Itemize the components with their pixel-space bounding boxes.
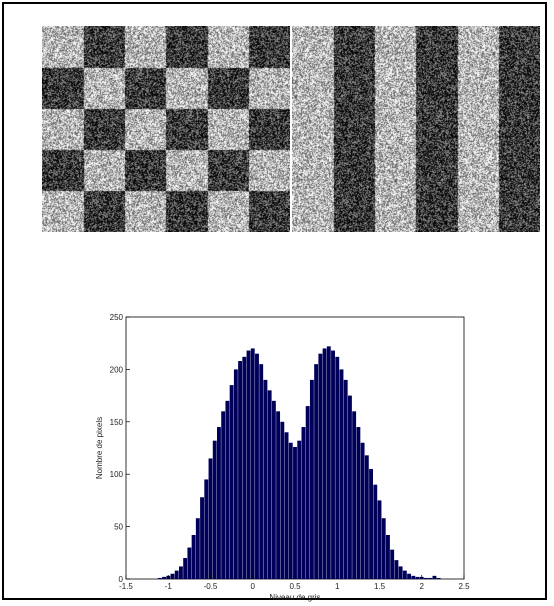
histogram-bar bbox=[309, 379, 314, 579]
histogram-bar bbox=[407, 573, 412, 579]
histogram-bar bbox=[331, 350, 335, 579]
x-tick-label: 0.5 bbox=[289, 582, 301, 591]
histogram-bar bbox=[402, 570, 407, 579]
histogram-bar bbox=[360, 442, 365, 579]
histogram-bar bbox=[314, 364, 319, 579]
histogram-bar bbox=[411, 575, 416, 579]
y-axis-ticks: 0 50 100 150 200 250 bbox=[110, 313, 130, 584]
histogram-bar bbox=[225, 400, 230, 579]
histogram-bar bbox=[157, 577, 162, 579]
histogram-chart: -1.5 -1 -0.5 0 0.5 1 1.5 2 2.5 0 50 100 150 200 250 N… bbox=[95, 313, 470, 602]
histogram-bar bbox=[318, 353, 323, 579]
x-axis-ticks: -1.5 -1 -0.5 0 0.5 1 1.5 2 2.5 bbox=[119, 575, 470, 591]
histogram-bar bbox=[271, 400, 276, 579]
x-tick-label: 2 bbox=[420, 582, 425, 591]
histogram-bar bbox=[297, 440, 302, 579]
histogram-bar bbox=[255, 353, 259, 579]
histogram-bar bbox=[424, 577, 428, 579]
histogram-bar bbox=[293, 446, 297, 579]
histogram-bar bbox=[386, 534, 390, 579]
histogram-bar bbox=[377, 500, 382, 579]
histogram-bar bbox=[217, 427, 221, 579]
histogram-bar bbox=[178, 566, 183, 579]
x-axis-label: Niveau de gris bbox=[269, 593, 320, 602]
histogram-bar bbox=[394, 560, 399, 579]
histogram-bar bbox=[398, 566, 403, 579]
histogram-bar bbox=[322, 348, 327, 579]
histogram-bar bbox=[343, 379, 348, 579]
histogram-bar bbox=[162, 576, 166, 579]
y-tick-label: 200 bbox=[110, 365, 124, 374]
histogram-bar bbox=[233, 369, 238, 579]
histogram-bar bbox=[221, 411, 226, 579]
histogram-bar bbox=[267, 390, 272, 579]
checkerboard-noise-image bbox=[42, 26, 290, 232]
figure-frame: -1.5 -1 -0.5 0 0.5 1 1.5 2 2.5 0 50 100 150 200 250 N… bbox=[2, 2, 547, 602]
histogram-bar bbox=[238, 361, 243, 579]
histogram-bar bbox=[369, 468, 373, 579]
x-tick-label: -0.5 bbox=[204, 582, 218, 591]
histogram-bar bbox=[200, 497, 204, 579]
histogram-bar bbox=[432, 575, 437, 579]
histogram-bar bbox=[242, 356, 247, 579]
histogram-bar bbox=[259, 364, 264, 579]
x-tick-label: -1.5 bbox=[119, 582, 133, 591]
x-tick-label: 2.5 bbox=[458, 582, 470, 591]
histogram-bar bbox=[305, 406, 310, 579]
x-tick-label: 0 bbox=[251, 582, 256, 591]
histogram-bar bbox=[263, 379, 268, 579]
histogram-bar bbox=[352, 411, 357, 579]
y-tick-label: 100 bbox=[110, 470, 124, 479]
histogram-bar bbox=[347, 395, 352, 579]
y-tick-label: 250 bbox=[110, 313, 124, 322]
histogram-bar bbox=[276, 411, 281, 579]
histogram-bar bbox=[174, 570, 179, 579]
histogram-bar bbox=[170, 573, 175, 579]
histogram-bar bbox=[301, 427, 306, 579]
histogram-bar bbox=[280, 421, 285, 579]
histogram-bar bbox=[212, 440, 217, 579]
histogram-bar bbox=[250, 348, 255, 579]
y-tick-label: 0 bbox=[119, 575, 124, 584]
histogram-bar bbox=[364, 455, 369, 579]
x-tick-label: 1.5 bbox=[374, 582, 386, 591]
histogram-bar bbox=[187, 547, 192, 579]
histogram-bar bbox=[208, 458, 213, 579]
histogram-bar bbox=[428, 577, 433, 579]
histogram-bar bbox=[191, 534, 196, 579]
x-tick-label: 1 bbox=[335, 582, 340, 591]
histogram-bar bbox=[373, 484, 378, 579]
histogram-bar bbox=[284, 432, 289, 579]
histogram-bar bbox=[339, 369, 344, 579]
histogram-bar bbox=[246, 350, 251, 579]
histogram-bar bbox=[195, 518, 200, 579]
y-tick-label: 150 bbox=[110, 418, 124, 427]
histogram-bar bbox=[381, 518, 386, 579]
x-tick-label: -1 bbox=[165, 582, 173, 591]
histogram-bar bbox=[229, 385, 234, 579]
histogram-bars bbox=[157, 346, 441, 579]
histogram-bar bbox=[356, 427, 361, 579]
histogram-bar bbox=[326, 346, 331, 579]
histogram-bar bbox=[390, 549, 395, 579]
y-tick-label: 50 bbox=[114, 523, 123, 532]
histogram-bar bbox=[204, 479, 209, 579]
stripes-noise-image bbox=[292, 26, 540, 232]
histogram-bar bbox=[183, 558, 188, 579]
histogram-bar bbox=[415, 576, 420, 579]
histogram-bar bbox=[288, 442, 293, 579]
histogram-bar bbox=[335, 356, 340, 579]
histogram-bar bbox=[436, 577, 441, 579]
y-axis-label: Nombre de pixels bbox=[95, 417, 104, 479]
